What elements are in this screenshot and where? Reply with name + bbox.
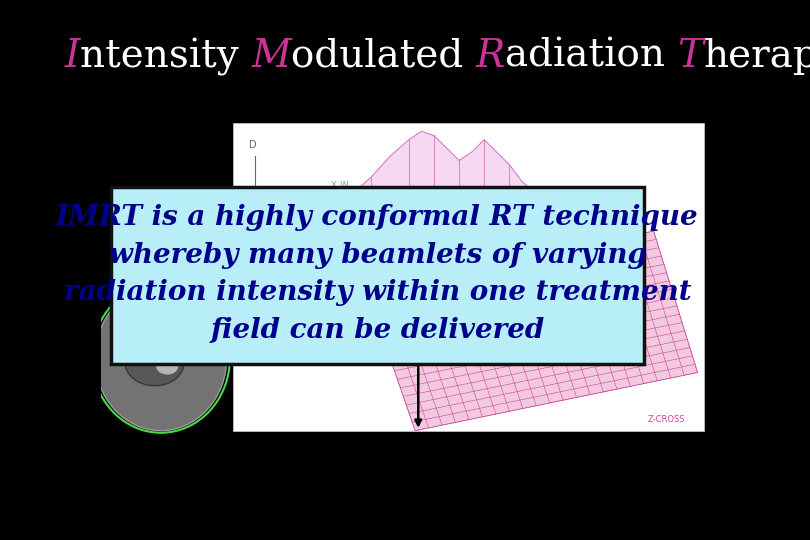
Polygon shape [296, 131, 565, 231]
Polygon shape [364, 231, 697, 431]
Ellipse shape [95, 285, 227, 431]
Text: M: M [251, 38, 291, 75]
Text: field can be delivered: field can be delivered [211, 317, 544, 344]
FancyBboxPatch shape [233, 123, 704, 431]
Text: IMRT is a highly conformal RT technique: IMRT is a highly conformal RT technique [56, 204, 699, 231]
Text: ntensity: ntensity [80, 38, 251, 76]
Ellipse shape [156, 358, 178, 375]
Text: I: I [65, 38, 80, 75]
Text: adiation: adiation [505, 38, 677, 75]
Text: radiation intensity within one treatment: radiation intensity within one treatment [64, 279, 691, 306]
Text: Z-CROSS: Z-CROSS [647, 415, 685, 424]
Text: odulated: odulated [291, 38, 475, 75]
Text: herapy: herapy [703, 38, 810, 75]
Text: T: T [677, 38, 703, 75]
Text: D: D [249, 140, 257, 150]
Ellipse shape [125, 339, 184, 386]
Text: X_IN: X_IN [330, 180, 349, 190]
Text: whereby many beamlets of varying: whereby many beamlets of varying [109, 242, 646, 269]
Text: R: R [475, 38, 505, 75]
FancyBboxPatch shape [111, 187, 644, 364]
